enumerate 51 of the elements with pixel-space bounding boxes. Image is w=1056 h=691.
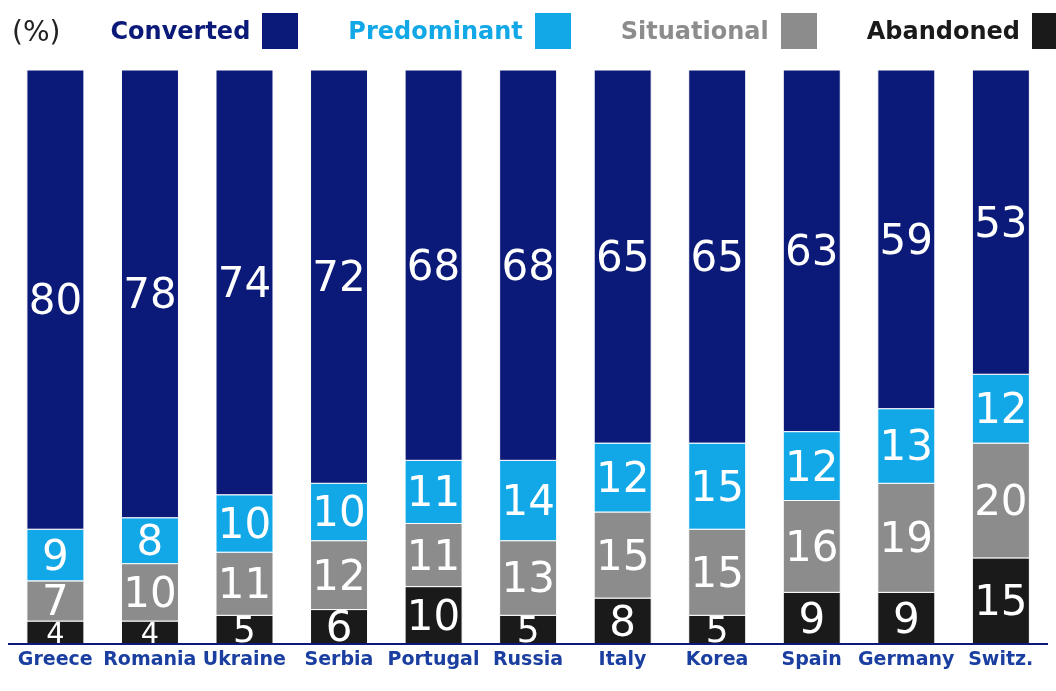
data-label: 8 <box>609 596 637 646</box>
legend-label: Predominant <box>348 17 523 45</box>
data-label: 9 <box>892 593 920 643</box>
data-label: 74 <box>217 257 272 307</box>
x-tick-label: Romania <box>103 647 197 670</box>
data-label: 11 <box>406 467 461 517</box>
data-label: 9 <box>798 593 826 643</box>
data-label: 68 <box>501 240 555 290</box>
data-label: 14 <box>501 476 555 525</box>
data-label: 10 <box>406 590 461 640</box>
x-tick-label: Switz. <box>968 647 1034 670</box>
data-label: 15 <box>690 461 744 511</box>
data-label: 72 <box>312 252 366 302</box>
data-label: 20 <box>974 476 1028 525</box>
data-label: 19 <box>879 513 934 563</box>
x-tick-label: Italy <box>598 647 648 670</box>
data-label: 12 <box>785 441 839 491</box>
data-label: 4 <box>140 615 160 650</box>
data-label: 9 <box>42 530 69 580</box>
data-label: 8 <box>136 516 164 566</box>
data-label: 65 <box>690 232 744 282</box>
data-label: 10 <box>123 567 177 617</box>
legend-label: Situational <box>620 17 769 45</box>
data-label: 13 <box>879 421 934 471</box>
x-tick-label: Portugal <box>387 647 480 670</box>
data-label: 16 <box>785 521 839 571</box>
data-label: 10 <box>312 487 366 537</box>
legend-label: Abandoned <box>866 17 1020 45</box>
data-label: 80 <box>28 275 83 325</box>
data-label: 11 <box>406 530 461 580</box>
x-tick-label: Greece <box>17 647 93 670</box>
x-tick-label: Serbia <box>304 647 374 670</box>
data-label: 12 <box>974 384 1028 434</box>
y-axis-title: (%) <box>12 14 61 48</box>
x-tick-label: Spain <box>781 647 842 670</box>
data-label: 10 <box>217 498 272 548</box>
data-label: 65 <box>595 232 650 282</box>
x-tick-label: Germany <box>857 647 955 670</box>
data-label: 68 <box>406 240 461 290</box>
data-label: 53 <box>974 197 1028 247</box>
data-label: 15 <box>974 576 1028 626</box>
data-label: 78 <box>123 269 177 319</box>
legend-label: Converted <box>110 17 251 45</box>
data-label: 15 <box>690 547 744 597</box>
data-label: 59 <box>879 214 934 264</box>
data-label: 12 <box>595 453 650 503</box>
data-label: 13 <box>501 553 555 603</box>
data-label: 63 <box>785 226 839 276</box>
data-label: 15 <box>595 530 650 580</box>
data-label: 11 <box>217 559 272 609</box>
data-label: 12 <box>312 550 366 600</box>
